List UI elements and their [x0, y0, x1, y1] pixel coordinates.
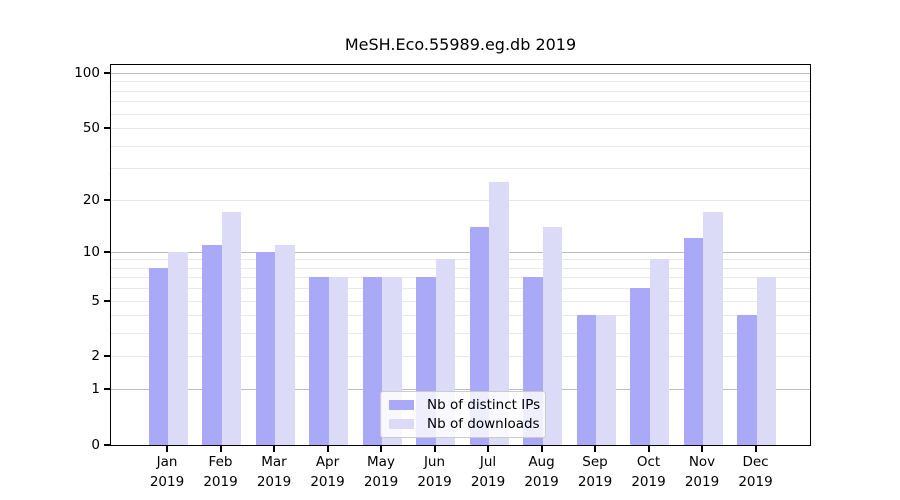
bar-downloads: [275, 244, 295, 445]
x-axis-tick: [326, 446, 329, 452]
y-tick-label: 100: [74, 65, 100, 81]
gridline-minor: [111, 288, 810, 290]
gridline-minor: [111, 356, 810, 358]
bar-distinct-ips: [309, 277, 329, 445]
bar-downloads: [168, 251, 188, 445]
gridline-minor: [111, 168, 810, 170]
y-tick-label: 2: [91, 348, 100, 365]
gridline-major: [111, 251, 810, 253]
x-tick-label: Feb 2019: [203, 454, 238, 490]
x-tick-label: Mar 2019: [256, 454, 292, 490]
x-tick-label: Oct 2019: [631, 454, 666, 490]
chart-title: MeSH.Eco.55989.eg.db 2019: [344, 35, 577, 54]
y-axis-tick: [104, 198, 110, 201]
bar-distinct-ips: [255, 251, 275, 445]
bar-distinct-ips: [737, 315, 757, 445]
gridline-minor: [111, 315, 810, 317]
x-tick-label: Dec 2019: [738, 454, 773, 490]
y-tick-label: 50: [82, 120, 100, 137]
gridline-minor: [111, 113, 810, 115]
y-axis-tick: [104, 299, 110, 302]
bar-downloads: [756, 277, 776, 445]
legend-item-downloads: Nb of downloads: [389, 416, 540, 432]
gridline-minor: [111, 81, 810, 83]
y-axis-tick: [104, 250, 110, 253]
gridline-minor: [111, 128, 810, 130]
x-axis-tick: [487, 446, 489, 452]
x-tick-label: Jan 2019: [149, 454, 185, 490]
gridline-minor: [111, 300, 810, 302]
bar-downloads: [596, 315, 616, 445]
gridline-major: [111, 73, 810, 74]
y-tick-label: 1: [91, 381, 100, 398]
gridline-minor: [111, 199, 810, 201]
gridline-major: [111, 389, 810, 391]
x-tick-label: Nov 2019: [684, 454, 720, 490]
y-axis-tick: [104, 444, 110, 446]
gridline-minor: [111, 145, 810, 147]
x-axis-tick: [273, 446, 275, 452]
gridline-minor: [111, 267, 810, 269]
x-tick-label: Jun 2019: [417, 454, 452, 490]
x-tick-label: Jul 2019: [470, 454, 506, 490]
bar-downloads: [489, 182, 509, 445]
x-tick-label: Apr 2019: [310, 454, 345, 490]
x-axis-tick: [219, 446, 222, 452]
y-tick-label: 0: [91, 437, 100, 453]
bar-distinct-ips: [683, 238, 703, 445]
legend-swatch-downloads: [389, 419, 414, 429]
legend-swatch-distinct-ips: [389, 400, 414, 410]
x-axis-tick: [701, 446, 703, 452]
y-axis-tick: [104, 388, 110, 391]
bar-distinct-ips: [362, 277, 382, 445]
legend-label-downloads: Nb of downloads: [427, 416, 540, 432]
bar-downloads: [328, 277, 348, 445]
y-tick-label: 5: [91, 292, 100, 309]
gridline-minor: [111, 259, 810, 261]
x-axis-tick: [540, 446, 543, 452]
gridline-minor: [111, 277, 810, 279]
x-axis-tick: [754, 446, 757, 452]
x-axis-tick: [647, 446, 650, 452]
y-tick-label: 20: [82, 191, 100, 208]
bar-downloads: [542, 226, 562, 445]
y-axis-tick: [104, 355, 110, 358]
bar-distinct-ips: [202, 244, 222, 445]
gridline-minor: [111, 333, 810, 335]
bar-distinct-ips: [469, 226, 489, 445]
bar-downloads: [221, 212, 241, 445]
bar-distinct-ips: [576, 315, 596, 445]
legend-label-distinct-ips: Nb of distinct IPs: [427, 397, 541, 413]
bar-downloads: [649, 259, 669, 445]
x-tick-label: May 2019: [363, 454, 399, 490]
x-axis-tick: [380, 446, 382, 452]
plot-area: [110, 64, 811, 446]
gridline-minor: [111, 101, 810, 103]
y-tick-label: 10: [82, 243, 100, 260]
y-axis-tick: [104, 127, 110, 130]
x-axis-tick: [433, 446, 436, 452]
legend-item-distinct-ips: Nb of distinct IPs: [389, 397, 541, 413]
x-axis-tick: [166, 446, 168, 452]
bar-distinct-ips: [148, 267, 168, 445]
gridline-minor: [111, 90, 810, 92]
x-tick-label: Sep 2019: [577, 454, 613, 490]
legend: Nb of distinct IPs Nb of downloads: [380, 391, 546, 438]
x-tick-label: Aug 2019: [524, 454, 559, 490]
bar-distinct-ips: [630, 288, 650, 445]
y-axis-tick: [104, 72, 110, 74]
x-axis-tick: [594, 446, 596, 452]
bar-downloads: [703, 212, 723, 445]
